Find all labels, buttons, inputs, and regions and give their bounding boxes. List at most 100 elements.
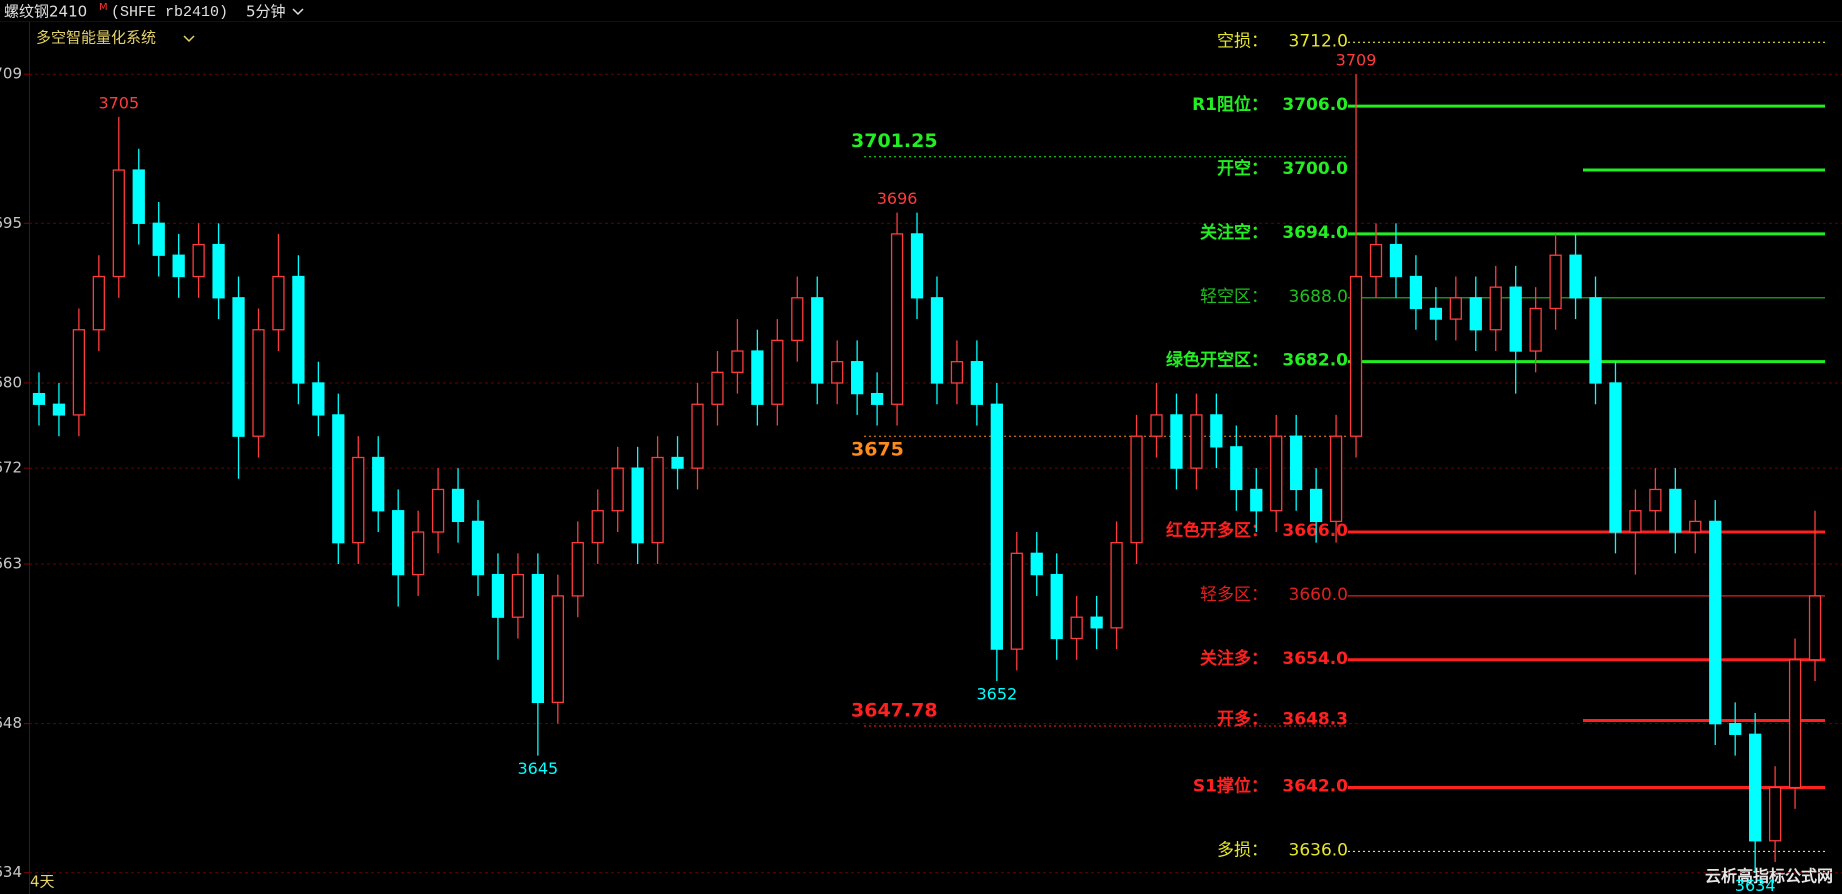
low-label: 3645 — [518, 759, 559, 778]
candle-body — [611, 467, 624, 512]
candle-body — [112, 169, 125, 278]
low-label: 3634 — [1735, 876, 1776, 894]
period-chevron[interactable] — [292, 8, 304, 16]
candle-body — [1569, 254, 1582, 299]
level-value: 3648.3 — [1282, 709, 1348, 729]
price-mark-label: 3701.25 — [851, 130, 938, 152]
y-tick-label: 3634 — [0, 863, 22, 881]
candle-body — [1349, 275, 1363, 437]
candle-body — [731, 350, 744, 373]
candle-body — [1768, 786, 1782, 842]
subtitle[interactable]: 多空智能量化系统 — [36, 29, 156, 47]
candle-body — [1449, 297, 1462, 320]
candle-body — [771, 339, 784, 405]
price-mark-label: 3647.78 — [851, 700, 938, 722]
candle-body — [511, 573, 525, 618]
candle-body — [1309, 488, 1323, 523]
candle-body — [352, 456, 365, 544]
candle-body — [1290, 435, 1303, 491]
level-label: 轻多区： — [1200, 585, 1268, 605]
candle-body — [1469, 297, 1482, 331]
candle-body — [1489, 286, 1502, 331]
candle-body — [411, 531, 425, 576]
symbol-name[interactable]: 螺纹钢2410 — [4, 3, 87, 21]
high-label: 3709 — [1336, 51, 1377, 70]
candle-body — [1589, 297, 1602, 384]
candle-body — [1329, 435, 1343, 523]
high-label: 3705 — [98, 93, 139, 112]
candle-body — [1070, 616, 1083, 640]
candle-body — [392, 510, 405, 576]
candle-body — [292, 275, 305, 384]
level-value: 3642.0 — [1282, 777, 1348, 797]
candle-body — [751, 350, 764, 405]
candle-body — [132, 169, 145, 224]
subtitle-chevron[interactable] — [183, 35, 195, 43]
candle-body — [1609, 382, 1622, 533]
candle-body — [72, 329, 86, 416]
candle-body — [990, 403, 1003, 650]
candle-body — [1170, 414, 1183, 469]
candle-body — [831, 361, 844, 384]
candle-body — [811, 297, 824, 384]
candle-body — [691, 403, 704, 469]
candle-body — [1389, 243, 1403, 278]
candle-body — [1110, 542, 1123, 629]
candle-body — [1090, 616, 1103, 629]
candle-body — [970, 361, 984, 405]
level-label: 空损： — [1217, 31, 1268, 51]
symbol-code: (SHFE rb2410) — [111, 4, 228, 21]
low-label: 3652 — [976, 685, 1017, 704]
candle-body — [312, 382, 325, 416]
level-value: 3700.0 — [1282, 159, 1348, 179]
candle-body — [950, 361, 964, 384]
level-value: 3682.0 — [1282, 351, 1348, 371]
candle-body — [1230, 446, 1243, 491]
level-value: 3706.0 — [1282, 95, 1348, 115]
candle-body — [791, 297, 804, 342]
candle-body — [1689, 520, 1702, 533]
candle-body — [172, 254, 185, 278]
level-label: 轻空区： — [1200, 287, 1268, 307]
level-value: 3654.0 — [1282, 649, 1348, 669]
price-mark-label: 3675 — [851, 439, 904, 461]
level-value: 3688.0 — [1289, 287, 1348, 307]
candle-body — [1808, 595, 1822, 661]
level-label: 关注空： — [1200, 222, 1268, 243]
level-label: R1阻位： — [1192, 94, 1268, 115]
candle-body — [1429, 307, 1443, 320]
candle-body — [711, 371, 724, 405]
candle-body — [910, 233, 924, 299]
candle-body — [1030, 552, 1043, 576]
y-tick-label: 3680 — [0, 373, 22, 391]
candle-body — [52, 403, 66, 416]
candle-body — [1270, 435, 1283, 512]
range-label: 4天 — [30, 873, 55, 891]
candle-body — [1549, 254, 1562, 310]
candle-body — [1749, 733, 1762, 842]
candle-body — [471, 520, 485, 576]
y-tick-label: 3709 — [0, 65, 22, 83]
candle-body — [272, 275, 285, 331]
candle-body — [491, 573, 505, 618]
candle-body — [152, 222, 165, 256]
candle-body — [92, 275, 105, 331]
candle-body — [870, 392, 884, 405]
candle-body — [591, 510, 604, 544]
candle-body — [332, 414, 345, 544]
candle-body — [32, 392, 46, 405]
high-label: 3696 — [877, 189, 918, 208]
candle-body — [1369, 243, 1383, 278]
candle-body — [651, 456, 664, 544]
level-label: 红色开多区： — [1166, 520, 1268, 541]
candle-body — [631, 467, 644, 544]
candle-body — [192, 243, 205, 278]
candle-body — [212, 243, 225, 299]
candle-body — [551, 595, 564, 704]
candle-body — [372, 456, 385, 512]
period[interactable]: 5分钟 — [246, 3, 286, 21]
watermark: 云析高指标公式网 — [1705, 867, 1833, 886]
